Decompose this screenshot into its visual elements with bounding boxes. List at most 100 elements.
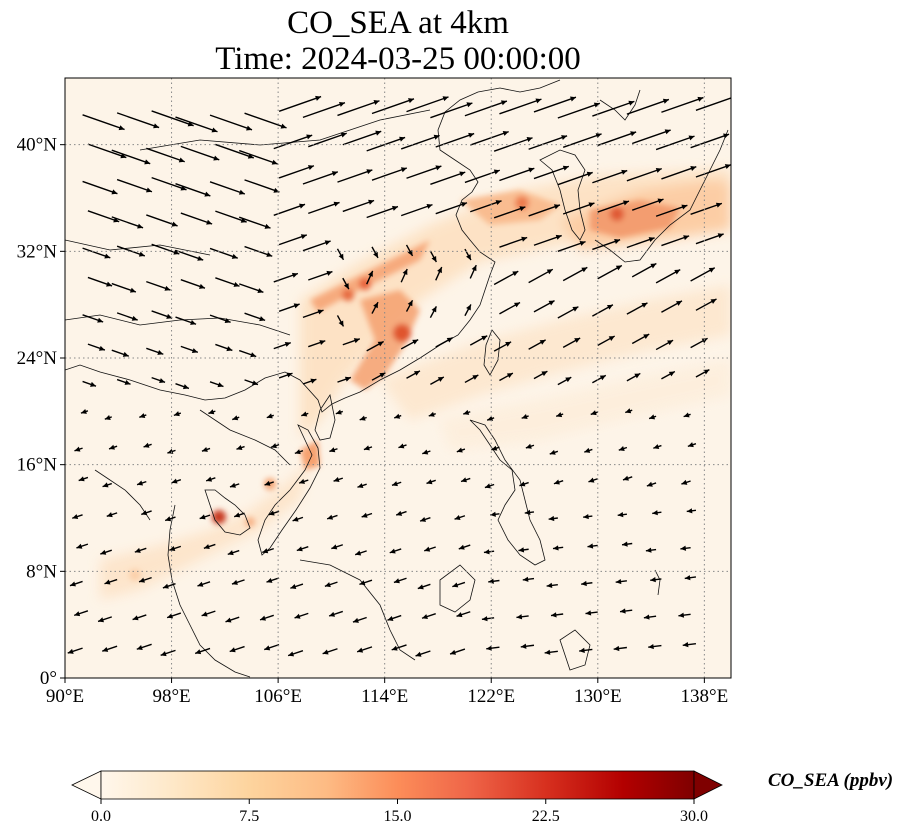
wind-arrow-head [570,96,576,102]
wind-arrow-head [613,645,620,652]
wind-arrow-head [468,132,475,138]
wind-arrow-head [306,134,313,140]
wind-arrow-head [579,240,586,246]
lon-tick-label: 122°E [467,686,515,707]
wind-arrow-head [512,271,519,277]
wind-arrow-head [331,544,338,550]
wind-arrow-head [516,614,523,620]
wind-arrow-head [625,408,632,414]
colorbar-tick-label: 7.5 [239,808,259,825]
colorbar-max-extend [693,770,723,800]
wind-arrow-head [180,185,187,191]
wind-arrow-head [544,649,551,655]
wind-arrow-shaft [562,202,595,215]
wind-arrow-head [331,171,338,177]
wind-arrow-head [98,617,105,623]
wind-arrow-shaft [592,169,628,184]
wind-arrow-head [428,411,435,417]
wind-arrow-head [343,283,349,290]
wind-arrow-shaft [371,98,415,115]
wind-arrow-head [238,189,245,195]
wind-arrow-head [550,612,557,618]
wind-arrow-shaft [87,210,120,223]
wind-arrow-head [524,509,531,515]
map-time: Time: 2024-03-25 00:00:00 [215,41,581,77]
wind-arrow-head [500,100,507,106]
wind-arrow-shaft [464,100,508,117]
wind-arrow-shaft [342,199,375,213]
wind-arrow-head [213,155,220,161]
wind-arrow-head [355,550,362,556]
wind-arrow-head [519,481,526,487]
wind-arrow-head [368,199,375,205]
wind-arrow-shaft [695,164,731,178]
wind-arrow-head [681,479,688,485]
wind-arrow-head [197,255,204,261]
wind-arrow-head [595,133,602,139]
wind-arrow-shaft [655,135,695,151]
wind-arrow-shaft [273,134,313,150]
wind-arrow-head [590,410,597,416]
wind-arrow-head [102,646,109,652]
wind-arrow-shaft [371,167,408,181]
wind-arrow-head [231,579,238,585]
lon-tick-label: 90°E [46,686,84,707]
wind-arrow-head [206,219,213,225]
wind-arrow-head [641,302,648,308]
wind-arrow-shaft [308,201,340,215]
wind-arrow-shaft [337,169,373,183]
wind-arrow-head [106,281,113,287]
wind-arrow-head [190,319,197,325]
wind-arrow-head [424,546,431,552]
wind-arrow-head [466,102,473,108]
colorbar-tick-label: 15.0 [384,808,412,825]
wind-arrow-head [74,611,81,617]
wind-arrow-head [645,547,652,553]
wind-arrow-head [290,584,297,589]
wind-arrow-head [294,613,301,619]
wind-arrow-head [208,409,215,415]
wind-arrow-head [326,270,333,276]
wind-arrow-head [391,205,398,211]
wind-arrow-shaft [209,114,253,131]
wind-arrow-head [505,341,512,347]
wind-arrow-head [315,95,322,101]
wind-arrow-head [136,645,143,651]
wind-arrow-shaft [597,200,630,213]
wind-arrow-head [373,100,380,105]
wind-arrow-head [684,575,691,581]
wind-arrow-head [352,617,359,623]
wind-arrow-head [173,411,180,417]
wind-arrow-head [620,608,626,614]
wind-arrow-head [463,409,470,415]
wind-arrow-shaft [215,143,255,159]
wind-arrow-head [548,300,555,306]
wind-arrow-head [217,382,224,388]
wind-arrow-head [301,411,308,417]
wind-arrow-head [387,615,394,621]
wind-arrow-head [521,236,528,242]
wind-arrow-head [618,446,625,451]
wind-arrow-head [433,134,440,140]
wind-arrow-head [472,375,479,380]
wind-arrow-head [120,153,127,159]
wind-arrow-head [708,267,715,273]
wind-arrow-head [549,449,556,455]
wind-arrow-shaft [146,214,178,227]
wind-arrow-shaft [146,147,185,163]
wind-arrow-head [481,616,488,622]
wind-arrow-head [260,615,266,621]
wind-arrow-head [232,415,239,421]
colorbar-min-extend [71,770,102,800]
wind-arrow-shaft [82,180,118,195]
wind-arrow-head [572,306,579,312]
wind-arrow-shaft [430,102,473,119]
wind-arrow-head [674,269,681,275]
wind-arrow-head [324,582,331,588]
wind-arrow-head [458,544,465,550]
wind-arrow-shaft [116,112,160,129]
wind-arrow-head [402,268,408,275]
wind-arrow-head [539,339,546,345]
wind-arrow-head [300,234,307,240]
wind-arrow-head [683,235,690,241]
